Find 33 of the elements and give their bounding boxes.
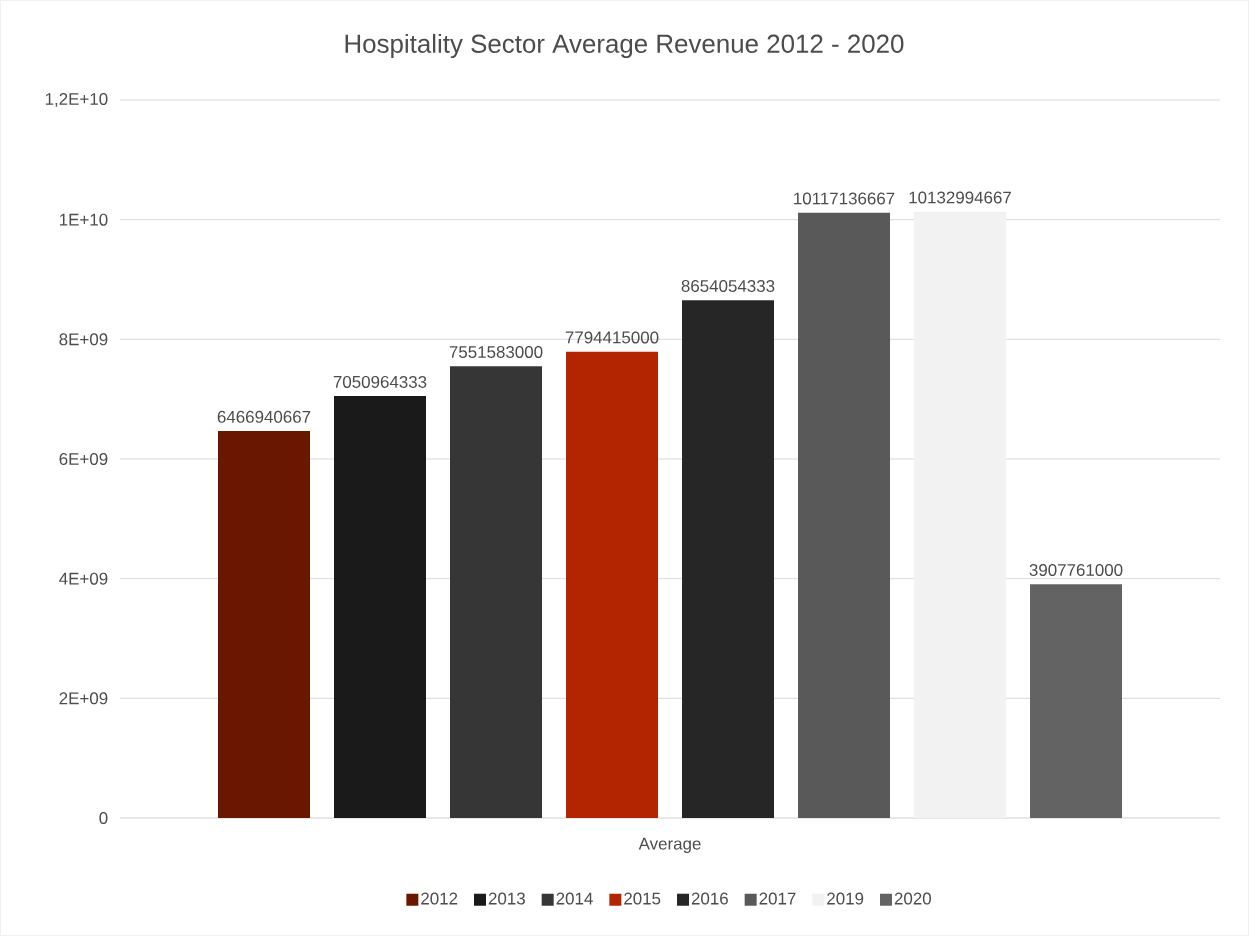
bar xyxy=(1030,584,1123,818)
data-label: 8654054333 xyxy=(681,280,775,292)
data-label: 10117136667 xyxy=(794,192,895,205)
legend-label: 2014 xyxy=(556,892,593,905)
y-tick-label: 8E+09 xyxy=(59,333,108,346)
bar xyxy=(334,396,426,818)
y-tick-label: 1E+10 xyxy=(60,213,108,226)
data-label: 7551583000 xyxy=(449,345,543,358)
data-label: 7794415000 xyxy=(565,331,659,344)
legend-label: 2020 xyxy=(894,892,931,905)
legend-label: 2015 xyxy=(624,892,661,905)
legend-label: 2017 xyxy=(759,892,796,905)
bar xyxy=(798,212,891,818)
y-tick-label: 4E+09 xyxy=(59,572,108,585)
bar xyxy=(218,431,310,818)
data-label: 6466940667 xyxy=(217,410,311,423)
y-tick-label: 6E+09 xyxy=(59,453,108,465)
bar xyxy=(682,300,775,818)
y-tick-label: 0 xyxy=(99,812,108,824)
data-label: 10132994667 xyxy=(909,191,1011,204)
data-label: 7050964333 xyxy=(333,375,427,388)
data-label: 3907761000 xyxy=(1029,563,1123,576)
chart-title: Hospitality Sector Average Revenue 2012 - 2020 xyxy=(345,33,904,59)
bar xyxy=(450,366,543,818)
legend-label: 2013 xyxy=(488,892,525,905)
x-tick-label: Average xyxy=(638,837,701,854)
y-tick-label: 1,2E+10 xyxy=(45,92,108,107)
bar xyxy=(914,211,1007,818)
bar xyxy=(566,351,659,818)
legend-label: 2019 xyxy=(827,892,864,905)
legend-label: 2016 xyxy=(691,892,728,905)
y-tick-label: 2E+09 xyxy=(59,692,108,705)
legend-label: 2012 xyxy=(421,892,458,905)
